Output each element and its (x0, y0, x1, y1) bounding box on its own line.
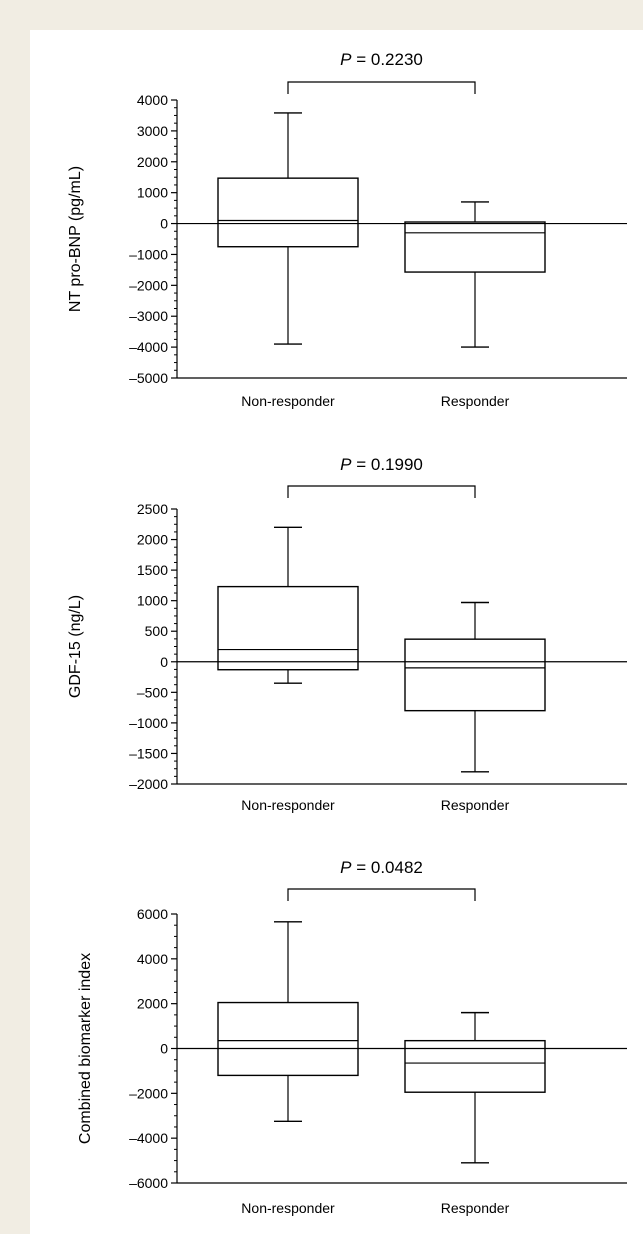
boxplot-figure: –5000–4000–3000–2000–1000010002000300040… (67, 50, 627, 1216)
iqr-box (404, 1039, 546, 1093)
category-label: Non-responder (241, 1200, 335, 1216)
y-tick-label: –4000 (129, 339, 168, 355)
y-tick-label: –500 (137, 684, 168, 700)
category-label: Responder (441, 797, 510, 813)
significance-bracket (287, 81, 476, 94)
y-tick-label: –2000 (129, 277, 168, 293)
y-tick-label: 0 (160, 1041, 168, 1057)
y-tick-label: 4000 (137, 92, 168, 108)
y-tick-label: 3000 (137, 123, 168, 139)
y-tick-label: 1000 (137, 185, 168, 201)
category-label: Non-responder (241, 393, 335, 409)
significance-bracket (287, 485, 476, 498)
category-label: Non-responder (241, 797, 335, 813)
y-tick-label: –1000 (129, 715, 168, 731)
y-tick-label: –4000 (129, 1130, 168, 1146)
y-tick-label: 0 (160, 216, 168, 232)
p-value-label: P = 0.2230 (340, 50, 423, 69)
y-tick-label: 2000 (137, 154, 168, 170)
y-tick-label: –6000 (129, 1175, 168, 1191)
iqr-box (404, 221, 546, 273)
significance-bracket (287, 888, 476, 901)
category-label: Responder (441, 1200, 510, 1216)
y-tick-label: 500 (145, 623, 169, 639)
y-tick-label: –3000 (129, 308, 168, 324)
y-axis-title: Combined biomarker index (77, 953, 94, 1144)
category-label: Responder (441, 393, 510, 409)
y-tick-label: 1000 (137, 593, 168, 609)
box-non-responder (217, 526, 359, 684)
y-tick-label: –2000 (129, 1085, 168, 1101)
y-tick-label: –2000 (129, 776, 168, 792)
y-tick-label: 1500 (137, 562, 168, 578)
iqr-box (217, 585, 359, 671)
y-axis-title: GDF-15 (ng/L) (67, 595, 84, 698)
box-responder (404, 201, 546, 348)
p-value-label: P = 0.1990 (340, 455, 423, 474)
y-tick-label: 2500 (137, 501, 168, 517)
y-tick-label: 2000 (137, 996, 168, 1012)
chart-3: –6000 –4000 –2000 0 2000 4000 6000 Combined bio… (77, 858, 627, 1216)
figure-panel: –5000 –4000 –3000 –2000 –1000 0 1000 2000 3000 40… (30, 30, 643, 1234)
iqr-box (217, 1001, 359, 1077)
chart-1: –5000 –4000 –3000 –2000 –1000 0 1000 2000 3000 40… (67, 50, 627, 409)
iqr-box (404, 638, 546, 712)
y-axis-title: NT pro-BNP (pg/mL) (67, 166, 84, 312)
box-non-responder (217, 921, 359, 1123)
box-responder (404, 1011, 546, 1164)
y-tick-label: –1500 (129, 745, 168, 761)
y-tick-label: 2000 (137, 532, 168, 548)
y-tick-label: –1000 (129, 246, 168, 262)
p-value-label: P = 0.0482 (340, 858, 423, 877)
box-non-responder (217, 112, 359, 345)
chart-2: –2000 –1500 –1000 –500 0 500 1000 1500 2000 2500 G… (67, 455, 627, 813)
y-tick-label: 6000 (137, 906, 168, 922)
iqr-box (217, 177, 359, 248)
y-tick-label: 4000 (137, 951, 168, 967)
y-tick-label: –5000 (129, 370, 168, 386)
y-tick-label: 0 (160, 654, 168, 670)
box-responder (404, 601, 546, 773)
